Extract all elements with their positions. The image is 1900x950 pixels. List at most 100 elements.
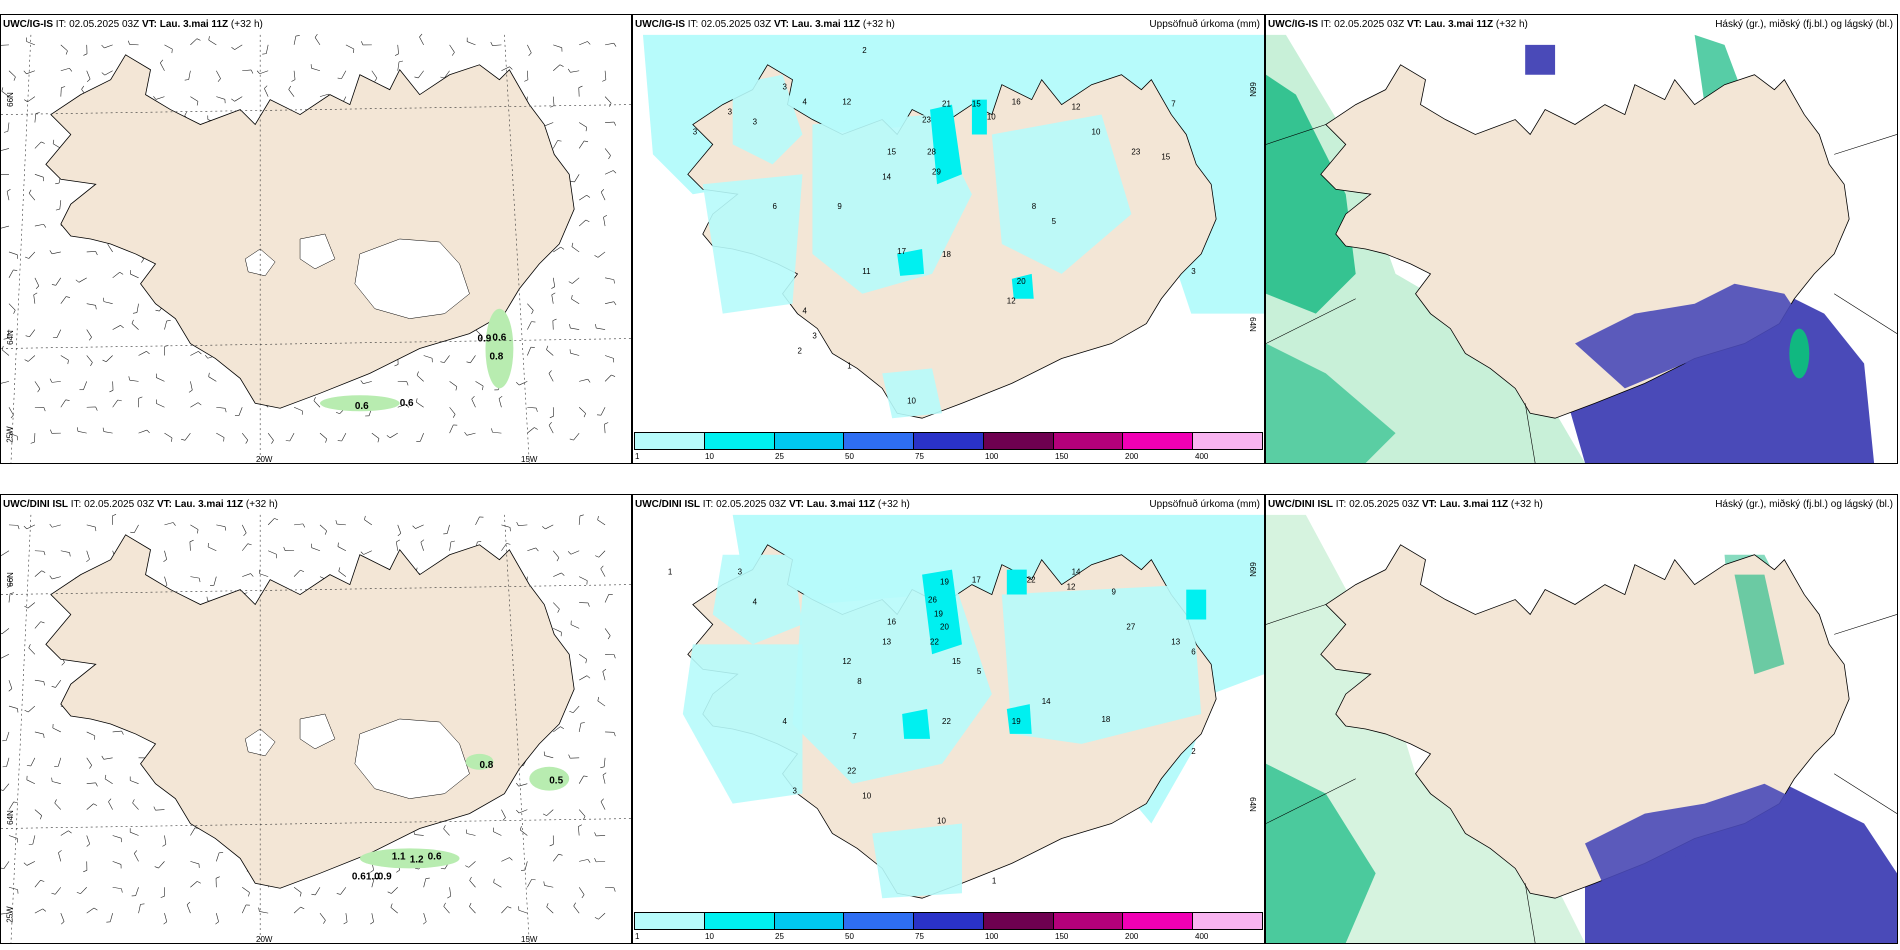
wind-barb bbox=[112, 325, 121, 330]
wind-barb bbox=[600, 191, 606, 201]
wind-barb bbox=[603, 217, 606, 227]
wind-barb-flag bbox=[1, 87, 4, 92]
wind-barb bbox=[54, 802, 62, 810]
wind-barb bbox=[600, 568, 606, 577]
svg-text:28: 28 bbox=[927, 147, 936, 156]
wind-barb bbox=[34, 174, 44, 178]
lon-label: 25W bbox=[5, 426, 15, 443]
wind-barb-flag bbox=[250, 573, 254, 577]
wind-barb-flag bbox=[528, 52, 532, 57]
wind-barb-flag bbox=[49, 250, 53, 254]
wind-barb-flag bbox=[405, 404, 410, 408]
wind-barb bbox=[28, 647, 36, 655]
svg-text:3: 3 bbox=[783, 83, 788, 92]
colorbar-tick: 1 bbox=[635, 932, 640, 941]
wind-barb-flag bbox=[571, 242, 574, 247]
wind-barb-flag bbox=[198, 351, 202, 355]
svg-text:1: 1 bbox=[847, 361, 852, 370]
wind-barb-flag bbox=[109, 390, 114, 393]
wind-barb bbox=[546, 906, 554, 914]
wind-barb-flag bbox=[86, 78, 91, 83]
wind-barb bbox=[26, 70, 35, 75]
wind-barb bbox=[414, 834, 424, 836]
wind-barb bbox=[86, 907, 95, 914]
high-cloud-core bbox=[1266, 343, 1396, 463]
wind-barb-flag bbox=[600, 189, 605, 193]
wind-barb-flag bbox=[602, 772, 607, 776]
precip-cyan bbox=[1006, 569, 1027, 595]
wind-barb-flag bbox=[603, 214, 608, 218]
wind-barb bbox=[8, 407, 14, 416]
wind-barb bbox=[475, 381, 484, 387]
wind-barb bbox=[501, 524, 511, 528]
wind-barb bbox=[1, 148, 10, 151]
lat-label: 64N bbox=[5, 810, 15, 825]
wind-barb-flag bbox=[24, 359, 29, 362]
wind-barb-flag bbox=[163, 921, 167, 925]
wind-value: 0.8 bbox=[479, 760, 493, 771]
wind-barb-flag bbox=[8, 688, 13, 692]
wind-barb bbox=[527, 44, 532, 53]
wind-barb bbox=[8, 801, 14, 810]
wind-barb-flag bbox=[153, 806, 156, 811]
wind-barb-flag bbox=[412, 525, 416, 529]
wind-barb bbox=[519, 381, 528, 386]
wind-barb-flag bbox=[594, 917, 599, 920]
wind-barb-flag bbox=[299, 892, 302, 897]
wind-barb bbox=[579, 41, 588, 46]
wind-barb-flag bbox=[482, 385, 484, 391]
wind-barb bbox=[572, 277, 580, 284]
wind-barb bbox=[86, 524, 96, 528]
cloud-map-top bbox=[1266, 34, 1897, 463]
wind-value: 0.6 bbox=[400, 398, 414, 409]
wind-barb bbox=[371, 70, 378, 79]
wind-barb bbox=[33, 294, 36, 304]
svg-text:15: 15 bbox=[887, 147, 896, 156]
wind-barb-flag bbox=[493, 878, 495, 883]
wind-barb bbox=[156, 377, 165, 382]
wind-barb-flag bbox=[271, 440, 274, 444]
wind-barb bbox=[345, 913, 348, 923]
wind-barb bbox=[190, 351, 199, 356]
wind-barb-flag bbox=[314, 33, 318, 38]
wind-barb bbox=[164, 44, 173, 50]
model-name: UWC/DINI ISL bbox=[1268, 499, 1333, 510]
wind-value: 0.6 bbox=[355, 401, 369, 412]
snow-vatnajokull bbox=[354, 718, 470, 799]
wind-barb bbox=[553, 854, 559, 862]
wind-barb-flag bbox=[597, 696, 599, 701]
colorbar-swatch bbox=[1053, 913, 1124, 929]
wind-barb bbox=[86, 329, 92, 338]
wind-barb bbox=[604, 355, 614, 359]
wind-barb bbox=[2, 783, 10, 791]
svg-text:13: 13 bbox=[882, 637, 891, 646]
wind-barb bbox=[600, 801, 606, 810]
wind-barb bbox=[26, 524, 36, 530]
wind-barb bbox=[8, 705, 18, 709]
wind-barb-flag bbox=[65, 50, 68, 55]
wind-barb-flag bbox=[396, 869, 400, 873]
svg-text:3: 3 bbox=[753, 118, 758, 127]
colorbar-tick: 10 bbox=[705, 932, 714, 941]
wind-barb-flag bbox=[519, 826, 522, 831]
wind-barb-flag bbox=[55, 208, 60, 211]
wind-barb-flag bbox=[43, 551, 46, 556]
vt-label: VT: bbox=[1406, 19, 1422, 30]
wind-barb bbox=[471, 398, 476, 408]
wind-barb-flag bbox=[613, 170, 617, 174]
svg-text:10: 10 bbox=[862, 792, 871, 801]
wind-barb bbox=[86, 731, 95, 736]
wind-barb-flag bbox=[23, 862, 28, 866]
wind-barb bbox=[164, 913, 168, 922]
wind-value: 0.6 bbox=[428, 851, 442, 862]
wind-barb bbox=[578, 515, 581, 525]
wind-barb-flag bbox=[343, 921, 348, 925]
wind-barb bbox=[597, 251, 606, 258]
wind-barb-flag bbox=[25, 335, 30, 338]
wind-barb-flag bbox=[450, 540, 455, 543]
lat-label: 64N bbox=[5, 330, 15, 345]
wind-barb-flag bbox=[258, 907, 260, 912]
wind-barb bbox=[103, 431, 113, 434]
wind-barb bbox=[578, 809, 586, 817]
model-name: UWC/IG-IS bbox=[635, 19, 685, 30]
